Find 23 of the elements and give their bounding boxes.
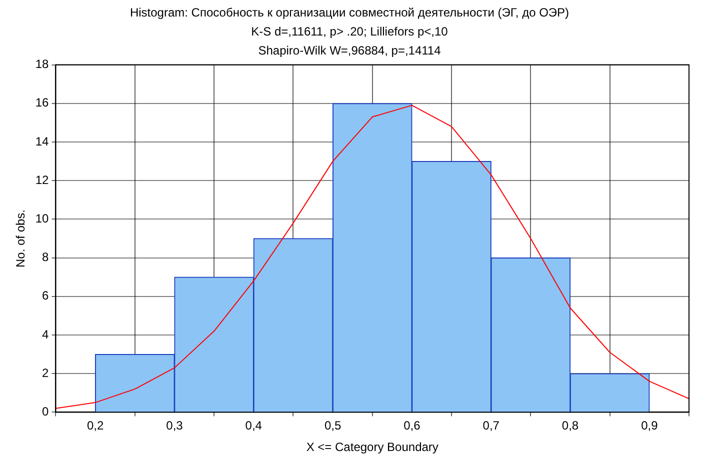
x-tick-label: 0,3 — [166, 418, 184, 433]
y-tick-label: 18 — [35, 57, 50, 72]
x-axis-title: X <= Category Boundary — [306, 440, 438, 454]
y-tick-label: 12 — [35, 172, 50, 187]
y-tick-label: 2 — [42, 366, 50, 380]
x-tick-label: 0,6 — [404, 418, 421, 433]
x-tick-label: 0,2 — [86, 418, 104, 433]
chart-subtitle: K-S d=,11611, p> .20; Lilliefors p<,10 — [251, 24, 448, 38]
y-tick-label: 4 — [42, 327, 50, 342]
y-tick-label: 10 — [35, 212, 50, 226]
x-tick-label: 0,4 — [245, 418, 262, 433]
y-axis-title: No. of obs. — [14, 209, 28, 268]
text: Shapiro-Wilk W=,96884, p=,14114 — [258, 44, 442, 58]
x-tick-label: 0,7 — [482, 418, 500, 433]
y-tick-label: 8 — [42, 250, 50, 264]
x-tick-label: 0,9 — [641, 418, 658, 433]
y-tick-label: 0 — [42, 404, 50, 419]
x-tick-label: 0,5 — [324, 418, 342, 433]
y-tick-label: 6 — [42, 288, 50, 303]
chart-title: Histogram: Способность к организации совместной деятельности (ЭГ, до ОЭР) — [130, 6, 570, 20]
y-tick-label: 14 — [35, 134, 50, 148]
x-tick-label: 0,8 — [562, 418, 579, 433]
y-tick-label: 16 — [35, 96, 50, 110]
